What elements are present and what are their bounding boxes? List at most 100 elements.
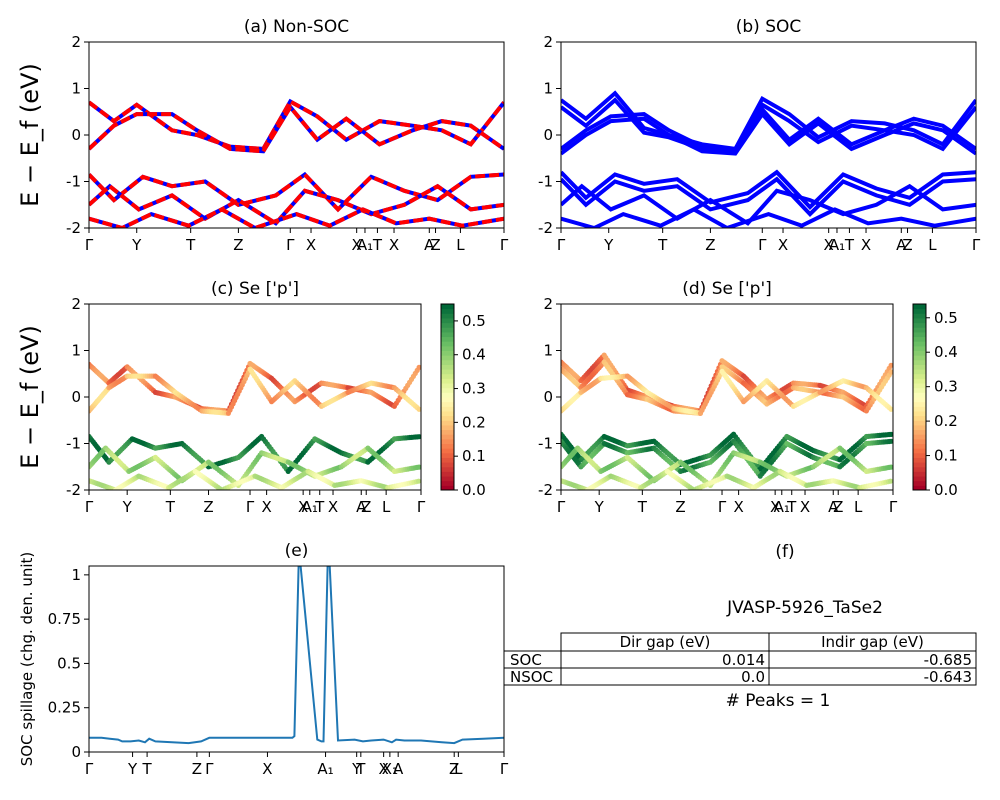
colorbar-segment xyxy=(913,406,926,412)
band-line-nonsoc-dashed xyxy=(89,207,504,228)
y-tick-label: 1 xyxy=(543,342,553,360)
colorbar-segment xyxy=(913,392,926,398)
x-tick-label: T xyxy=(355,760,366,778)
plot-frame xyxy=(560,303,894,491)
y-tick-label: -1 xyxy=(66,435,81,453)
projection-point xyxy=(888,362,893,368)
projection-point xyxy=(416,464,421,470)
colorbar-segment xyxy=(441,378,454,384)
panel-title: (a) Non-SOC xyxy=(244,17,349,37)
plot-frame xyxy=(88,41,505,229)
colorbar-segment xyxy=(441,331,454,338)
x-tick-label: Γ xyxy=(85,236,94,254)
x-tick-label: T xyxy=(372,236,383,254)
x-tick-label: Z xyxy=(430,236,440,254)
colorbar-segment xyxy=(913,313,926,319)
colorbar-segment xyxy=(913,397,926,403)
colorbar-tick-label: 0.0 xyxy=(462,481,486,499)
colorbar-segment xyxy=(441,397,454,403)
colorbar-segment xyxy=(913,383,926,389)
x-tick-label: X xyxy=(770,498,780,516)
colorbar-segment xyxy=(913,355,926,361)
y-tick-label: 1 xyxy=(543,80,553,98)
colorbar-segment xyxy=(441,387,454,393)
x-tick-label: X xyxy=(861,236,871,254)
colorbar-segment xyxy=(441,415,454,421)
colorbar-segment xyxy=(441,434,454,440)
table-subtitle: JVASP-5926_TaSe2 xyxy=(726,598,883,618)
colorbar-segment xyxy=(913,331,926,338)
x-tick-label: Z xyxy=(449,760,459,778)
x-tick-label: Γ xyxy=(972,236,981,254)
x-tick-label: L xyxy=(854,498,863,516)
band-line-soc xyxy=(561,176,976,217)
colorbar-segment xyxy=(913,317,926,324)
y-tick-label: 2 xyxy=(543,33,553,51)
x-tick-label: Γ xyxy=(557,498,566,516)
x-tick-label: Y xyxy=(351,760,362,778)
projection-point xyxy=(888,406,893,412)
x-tick-label: Γ xyxy=(85,498,94,516)
x-tick-label: X xyxy=(733,498,743,516)
colorbar-segment xyxy=(913,364,926,370)
table-col-header: Dir gap (eV) xyxy=(620,633,711,651)
band-line-nonsoc-dashed xyxy=(89,171,504,213)
colorbar-segment xyxy=(913,476,926,482)
colorbar-tick-label: 0.5 xyxy=(462,312,486,330)
colorbar-segment xyxy=(441,480,454,486)
x-tick-label: Y xyxy=(594,498,605,516)
y-axis-label-energy: E − E_f (eV) xyxy=(16,63,44,207)
colorbar-segment xyxy=(441,313,454,319)
colorbar-segment xyxy=(913,401,926,407)
table-row-label: SOC xyxy=(510,651,542,669)
band-line-soc xyxy=(561,97,976,154)
x-tick-label: L xyxy=(928,236,937,254)
colorbar-segment xyxy=(441,336,454,342)
x-tick-label: Γ xyxy=(205,760,214,778)
x-tick-label: A xyxy=(828,498,839,516)
colorbar-segment xyxy=(441,304,454,310)
x-tick-label: A₁ xyxy=(302,498,318,516)
colorbar-segment xyxy=(913,462,926,468)
colorbar-segment xyxy=(913,410,926,417)
y-tick-label: 1 xyxy=(71,566,81,584)
y-tick-label: -1 xyxy=(538,435,553,453)
x-tick-label: A xyxy=(424,236,435,254)
x-tick-label: L xyxy=(382,498,391,516)
x-tick-label: A₁ xyxy=(317,760,333,778)
colorbar-frame xyxy=(440,303,455,491)
colorbar-segment xyxy=(913,378,926,384)
x-tick-label: Γ xyxy=(246,498,255,516)
x-tick-label: T xyxy=(185,236,196,254)
y-tick-label: -2 xyxy=(538,481,553,499)
x-tick-label: T xyxy=(786,498,797,516)
colorbar-tick-label: 0.5 xyxy=(934,309,958,327)
colorbar-tick-label: 0.0 xyxy=(934,481,958,499)
colorbar-segment xyxy=(441,457,454,463)
colorbar-segment xyxy=(913,308,926,314)
projection-point xyxy=(416,434,421,440)
y-tick-label: 0 xyxy=(71,388,81,406)
colorbar-segment xyxy=(913,438,926,444)
colorbar-tick-label: 0.3 xyxy=(934,378,958,396)
x-tick-label: Γ xyxy=(718,498,727,516)
colorbar-segment xyxy=(913,359,926,365)
x-tick-label: Z xyxy=(203,498,213,516)
x-tick-label: T xyxy=(165,498,176,516)
projection-point xyxy=(888,438,893,444)
colorbar-segment xyxy=(441,322,454,328)
x-tick-label: Z xyxy=(233,236,243,254)
band-line-soc xyxy=(561,183,976,226)
y-tick-label: 0.75 xyxy=(48,610,81,628)
colorbar-segment xyxy=(441,466,454,472)
colorbar-segment xyxy=(441,424,454,431)
colorbar-segment xyxy=(441,359,454,365)
x-tick-label: Z xyxy=(361,498,371,516)
x-tick-label: X₁ xyxy=(382,760,398,778)
colorbar-segment xyxy=(913,448,926,454)
plot-frame xyxy=(88,303,422,491)
spillage-line xyxy=(89,566,504,745)
x-tick-label: Y xyxy=(122,498,133,516)
